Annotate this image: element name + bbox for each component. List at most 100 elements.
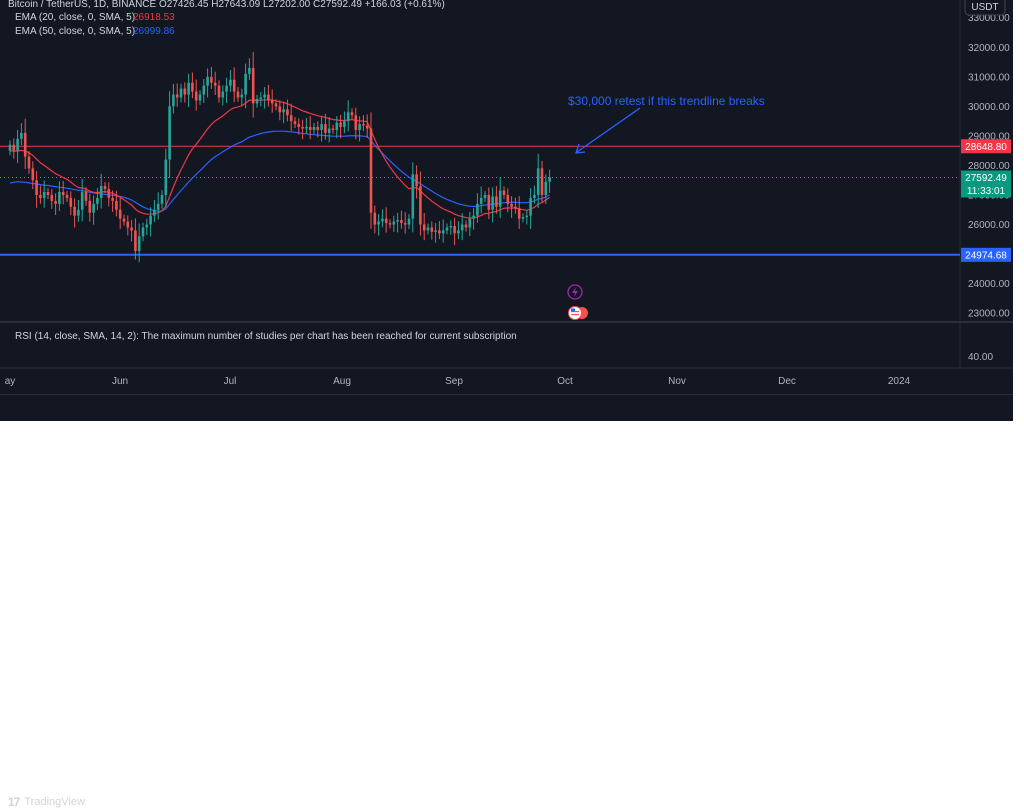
- candle-body: [362, 124, 365, 126]
- candle-body: [270, 100, 274, 104]
- candle-body: [460, 224, 464, 231]
- candle-body: [115, 200, 118, 210]
- candle-body: [172, 94, 175, 107]
- candle-body: [381, 218, 384, 222]
- candle-body: [529, 197, 532, 216]
- candle-body: [244, 73, 247, 95]
- candle-body: [65, 194, 69, 198]
- candle-body: [248, 67, 251, 74]
- time-tick-label: Jun: [112, 376, 128, 387]
- candle-body: [491, 196, 494, 210]
- candle-body: [476, 203, 479, 216]
- candle-body: [61, 192, 65, 195]
- candle-body: [327, 128, 331, 133]
- candle-body: [453, 225, 456, 234]
- price-label-bg: [961, 247, 1011, 262]
- candle-body: [483, 194, 487, 198]
- price-tick-label: 26000.00: [968, 220, 1010, 231]
- candle-body: [58, 192, 61, 204]
- us-flag-event-icon[interactable]: [568, 306, 589, 320]
- candle-body: [441, 230, 445, 234]
- candle-body: [308, 127, 312, 130]
- candle-body: [369, 128, 373, 213]
- candle-body: [54, 200, 57, 204]
- candle-body: [343, 121, 346, 128]
- price-label-text: 27592.49: [965, 173, 1007, 184]
- candle-body: [286, 109, 289, 116]
- candle-body: [267, 94, 270, 101]
- currency-button-label: USDT: [971, 2, 998, 13]
- candle-body: [506, 194, 510, 204]
- candle-body: [388, 223, 392, 225]
- candle-body: [187, 82, 190, 95]
- candle-body: [438, 230, 441, 234]
- candle-body: [35, 180, 38, 195]
- candle-body: [502, 190, 506, 195]
- price-tick-label: 30000.00: [968, 102, 1010, 113]
- candle-body: [392, 221, 396, 225]
- price-chart[interactable]: 33000.00 32000.00 31000.00 30000.00 29000.00…: [0, 0, 1013, 394]
- candle-body: [457, 230, 460, 234]
- candle-body: [422, 224, 426, 231]
- candle-body: [122, 218, 126, 222]
- candle-body: [255, 98, 259, 104]
- price-tick-label: 31000.00: [968, 72, 1010, 83]
- candle-body: [407, 218, 411, 225]
- candle-body: [202, 85, 206, 95]
- candle-body: [92, 203, 95, 213]
- price-tick-label: 33000.00: [968, 13, 1010, 24]
- ema50-legend-value: 26999.86: [133, 26, 175, 37]
- candle-body: [540, 168, 544, 195]
- candle-body: [434, 230, 437, 232]
- candle-body: [320, 124, 323, 130]
- lightning-event-icon[interactable]: [567, 284, 583, 300]
- price-tick-label: 28000.00: [968, 161, 1010, 172]
- candle-body: [251, 67, 255, 104]
- candle-body: [358, 124, 361, 130]
- candle-body: [312, 127, 316, 130]
- candle-body: [396, 220, 399, 222]
- candle-body: [217, 85, 221, 98]
- candle-body: [23, 132, 27, 157]
- candle-body: [400, 220, 403, 224]
- chart-area[interactable]: 33000.00 32000.00 31000.00 30000.00 29000.00…: [0, 0, 1013, 394]
- candle-body: [426, 227, 430, 231]
- candle-body: [259, 97, 263, 99]
- tradingview-logo[interactable]: 17 TradingView: [8, 795, 85, 809]
- candle-body: [191, 82, 194, 92]
- candle-body: [126, 221, 130, 228]
- candle-body: [297, 124, 301, 128]
- candle-body: [221, 91, 225, 98]
- candle-body: [137, 236, 141, 252]
- candle-body: [445, 227, 449, 231]
- candle-body: [20, 132, 23, 139]
- annotation-arrow: [576, 107, 641, 153]
- ema50-line-group: [9, 130, 550, 212]
- candle-body: [236, 91, 240, 98]
- symbol-ohlc-line: Bitcoin / TetherUS, 1D, BINANCE O27426.4…: [8, 0, 445, 10]
- candle-body: [194, 91, 198, 101]
- candle-body: [544, 181, 548, 195]
- candle-body: [229, 79, 232, 86]
- time-tick-label: Dec: [778, 376, 796, 387]
- candle-body: [27, 156, 31, 169]
- candle-body: [77, 209, 80, 216]
- candle-body: [373, 212, 377, 225]
- candles: [8, 51, 551, 263]
- candle-body: [206, 76, 209, 86]
- candle-body: [354, 115, 358, 130]
- candle-body: [16, 138, 19, 151]
- candle-body: [12, 144, 16, 151]
- horizontal-lines: [0, 145, 960, 256]
- candle-body: [339, 122, 342, 128]
- currency-button[interactable]: USDT: [964, 0, 1006, 16]
- candle-body: [472, 215, 475, 219]
- candle-body: [536, 168, 540, 195]
- candle-body: [293, 121, 297, 125]
- price-tick-label: 29000.00: [968, 131, 1010, 142]
- candle-body: [145, 224, 149, 228]
- candle-body: [419, 186, 422, 225]
- candle-body: [411, 174, 415, 219]
- annotation-arrowhead: [575, 143, 586, 154]
- candle-body: [548, 177, 551, 182]
